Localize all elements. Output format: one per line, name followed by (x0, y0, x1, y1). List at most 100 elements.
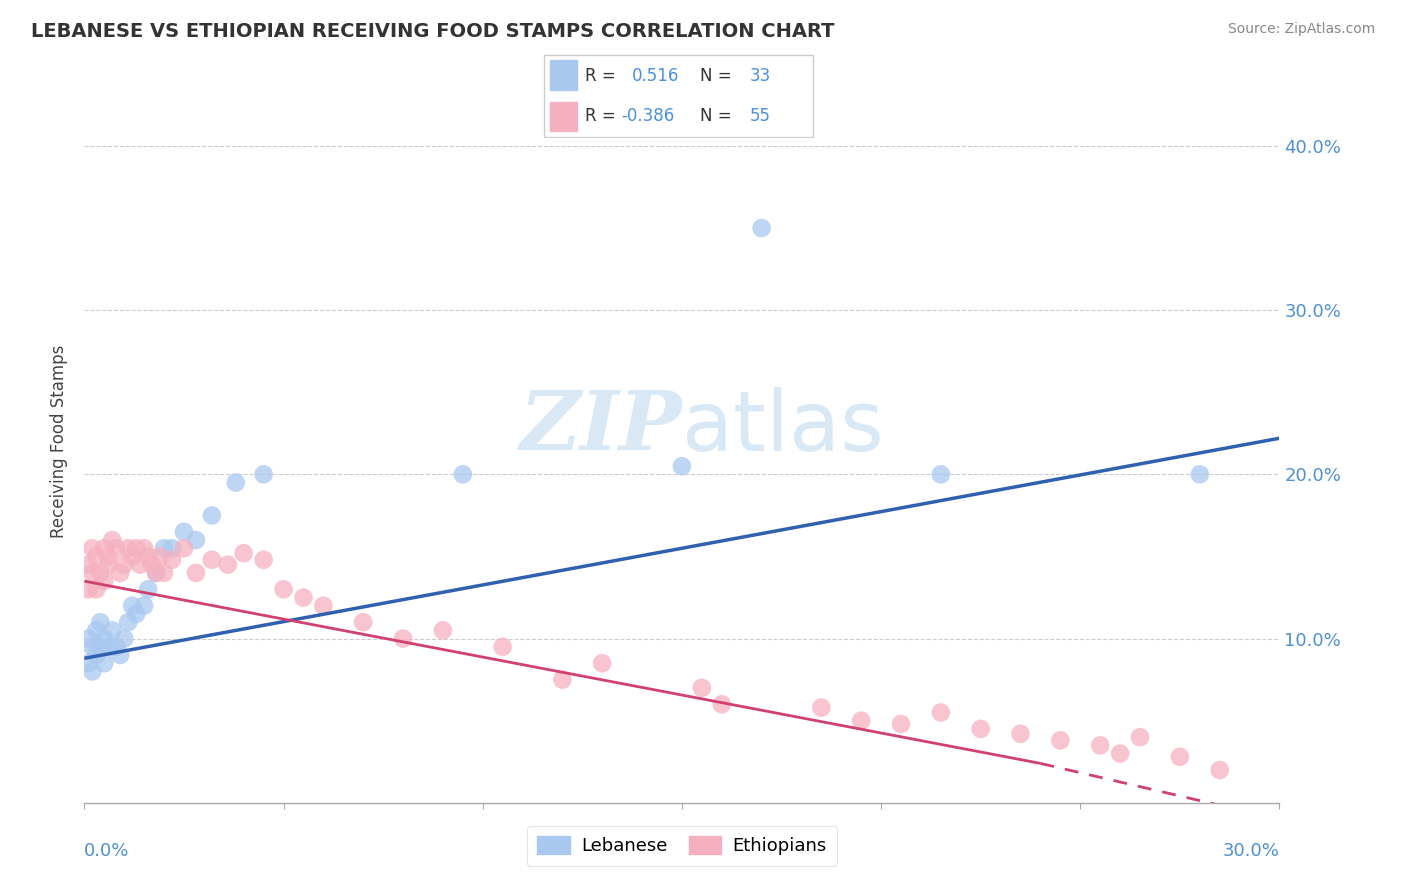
Point (121, 599, 143, 613)
Point (112, 558, 135, 572)
Point (93, 541, 115, 556)
Text: Source: ZipAtlas.com: Source: ZipAtlas.com (1227, 22, 1375, 37)
Point (117, 541, 139, 556)
Text: R =: R = (585, 67, 621, 85)
Point (929, 467, 952, 482)
Y-axis label: Receiving Food Stamps: Receiving Food Stamps (51, 345, 69, 538)
Point (312, 599, 335, 613)
Point (86, 624, 108, 638)
Point (77, 657, 100, 671)
Point (77, 632, 100, 646)
Point (591, 657, 613, 671)
Text: 33: 33 (749, 67, 770, 85)
Point (690, 681, 713, 695)
Point (86, 582, 108, 597)
Point (225, 475, 247, 490)
Point (82, 640, 104, 654)
Point (1109, 747, 1132, 761)
Point (201, 508, 224, 523)
Point (105, 541, 128, 556)
Legend: Lebanese, Ethiopians: Lebanese, Ethiopians (527, 826, 837, 866)
Point (97, 640, 120, 654)
Point (145, 566, 167, 580)
Point (970, 722, 993, 736)
Point (153, 566, 176, 580)
Point (153, 541, 176, 556)
Point (121, 549, 143, 564)
Point (82, 541, 104, 556)
Point (184, 533, 207, 547)
Point (1129, 730, 1152, 744)
Point (93, 574, 115, 588)
Point (184, 566, 207, 580)
Point (93, 657, 115, 671)
Point (1090, 739, 1112, 753)
Point (105, 640, 128, 654)
Point (1209, 763, 1232, 777)
Point (451, 467, 474, 482)
Point (253, 553, 276, 567)
Point (671, 459, 693, 474)
Point (117, 615, 139, 630)
Point (110, 566, 132, 580)
Bar (550, 102, 576, 131)
Text: 0.0%: 0.0% (84, 842, 129, 860)
Point (751, 221, 773, 235)
Point (201, 553, 224, 567)
Point (77, 582, 100, 597)
Point (232, 546, 254, 560)
Point (432, 624, 454, 638)
Point (160, 553, 183, 567)
Point (890, 717, 912, 731)
Point (97, 558, 120, 572)
Text: N =: N = (700, 107, 737, 125)
Point (551, 673, 574, 687)
Text: 0.516: 0.516 (631, 67, 679, 85)
Point (77, 558, 100, 572)
Point (929, 706, 952, 720)
Point (1049, 733, 1071, 747)
Point (273, 582, 295, 597)
Point (136, 549, 159, 564)
Point (710, 698, 733, 712)
Point (253, 467, 276, 482)
Point (136, 582, 159, 597)
Text: LEBANESE VS ETHIOPIAN RECEIVING FOOD STAMPS CORRELATION CHART: LEBANESE VS ETHIOPIAN RECEIVING FOOD STA… (31, 22, 834, 41)
Point (82, 665, 104, 679)
Point (132, 541, 156, 556)
Bar (550, 61, 576, 90)
Point (89, 640, 111, 654)
Text: 30.0%: 30.0% (1223, 842, 1279, 860)
FancyBboxPatch shape (544, 55, 813, 136)
Point (82, 566, 104, 580)
Point (101, 533, 124, 547)
Point (149, 549, 172, 564)
Point (392, 632, 415, 646)
Point (851, 714, 873, 728)
Point (1188, 467, 1211, 482)
Point (173, 541, 195, 556)
Point (141, 558, 163, 572)
Text: N =: N = (700, 67, 737, 85)
Point (132, 599, 156, 613)
Point (160, 541, 183, 556)
Point (112, 632, 135, 646)
Point (93, 632, 115, 646)
Point (110, 648, 132, 662)
Point (89, 566, 111, 580)
Point (86, 648, 108, 662)
Point (89, 615, 111, 630)
Text: ZIP: ZIP (519, 387, 682, 467)
Point (1168, 749, 1191, 764)
Point (492, 640, 515, 654)
Point (97, 549, 120, 564)
Point (86, 549, 108, 564)
Text: atlas: atlas (682, 386, 883, 467)
Point (129, 558, 152, 572)
Point (810, 700, 832, 714)
Point (145, 566, 167, 580)
Point (125, 607, 148, 621)
Point (352, 615, 374, 630)
Text: R =: R = (585, 107, 621, 125)
Point (217, 558, 239, 572)
